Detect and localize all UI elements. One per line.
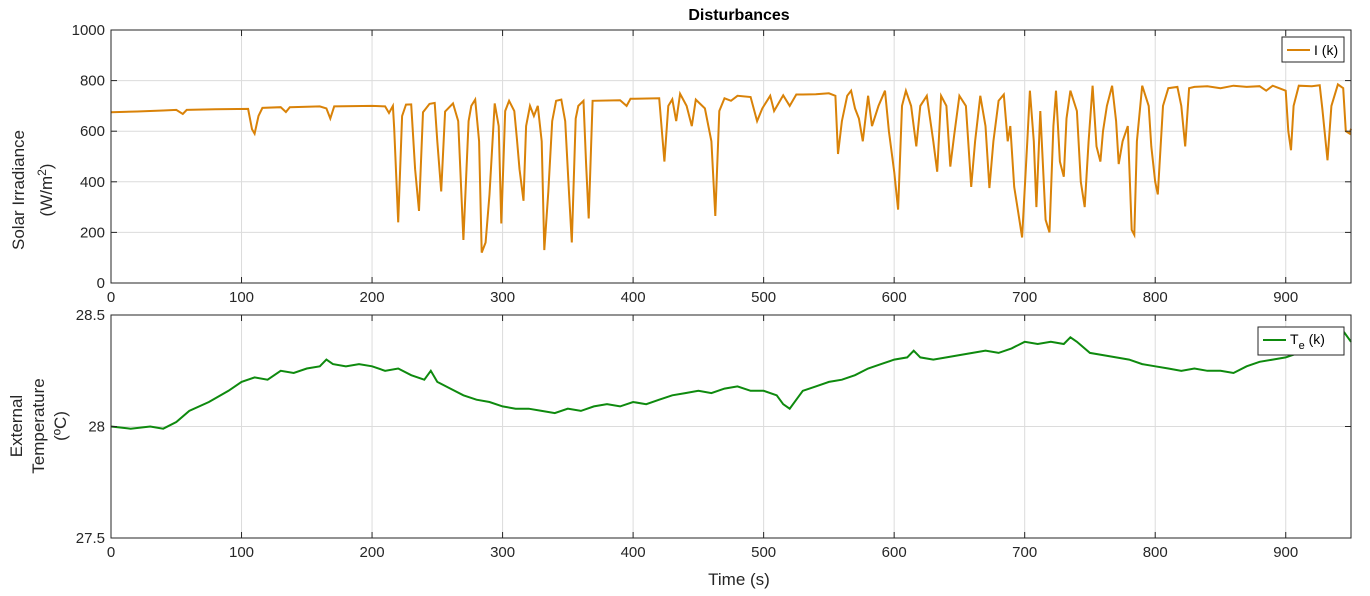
temperature-y-ticks: 27.5 28 28.5 — [76, 307, 1351, 547]
x-tick-label: 300 — [490, 544, 515, 561]
temperature-ylabel-line2: Temperature — [29, 378, 48, 473]
irradiance-series-line — [110, 82, 1352, 253]
temperature-legend-sub: e — [1299, 340, 1305, 352]
temperature-legend-end: (k) — [1305, 331, 1325, 347]
y-tick-label: 28 — [88, 419, 105, 436]
y-tick-label: 600 — [80, 123, 105, 140]
temperature-x-ticks: 0 100 200 300 400 500 600 700 800 900 — [107, 315, 1298, 561]
irradiance-panel: 0 100 200 300 400 500 600 700 800 900 0 200 400 600 8… — [9, 22, 1352, 306]
temperature-ylabel-line1: External — [7, 395, 26, 457]
x-tick-label: 700 — [1012, 289, 1037, 306]
temperature-series-line — [110, 331, 1352, 430]
x-tick-label: 900 — [1273, 289, 1298, 306]
x-tick-label: 500 — [751, 544, 776, 561]
y-tick-label: 400 — [80, 174, 105, 191]
irradiance-y-ticks: 0 200 400 600 800 1000 — [72, 22, 1351, 292]
temperature-legend-label: Te (k) — [1290, 331, 1325, 352]
x-axis-title: Time (s) — [708, 570, 770, 589]
x-tick-label: 800 — [1143, 289, 1168, 306]
y-tick-label: 1000 — [72, 22, 105, 39]
temperature-ylabel-line3: (ºC) — [51, 411, 70, 441]
chart-title: Disturbances — [688, 7, 789, 24]
irradiance-x-ticks: 0 100 200 300 400 500 600 700 800 900 — [107, 30, 1298, 306]
x-tick-label: 600 — [882, 544, 907, 561]
y-tick-label: 200 — [80, 224, 105, 241]
irradiance-legend-label: I (k) — [1314, 42, 1338, 58]
x-tick-label: 600 — [882, 289, 907, 306]
irradiance-legend: I (k) — [1281, 36, 1345, 63]
irradiance-ylabel-base: (W/m — [37, 176, 56, 217]
temperature-panel: 0 100 200 300 400 500 600 700 800 900 27.52828.5 … — [7, 307, 1352, 561]
x-tick-label: 200 — [360, 544, 385, 561]
y-tick-label: 0 — [97, 275, 105, 292]
irradiance-ylabel-sup: 2 — [35, 169, 49, 176]
x-tick-label: 900 — [1273, 544, 1298, 561]
x-tick-label: 0 — [107, 544, 115, 561]
x-tick-label: 100 — [229, 289, 254, 306]
irradiance-ylabel-line2: (W/m2) — [35, 164, 56, 217]
y-tick-label: 27.5 — [76, 530, 105, 547]
irradiance-axes-box — [110, 29, 1352, 284]
x-tick-label: 200 — [360, 289, 385, 306]
irradiance-grid — [111, 30, 1351, 283]
x-tick-label: 700 — [1012, 544, 1037, 561]
temperature-legend-base: T — [1290, 331, 1299, 347]
x-tick-label: 0 — [107, 289, 115, 306]
irradiance-ylabel-line1: Solar Irradiance — [9, 130, 28, 250]
x-tick-label: 300 — [490, 289, 515, 306]
irradiance-ylabel-end: ) — [37, 164, 56, 170]
y-tick-label: 28.5 — [76, 307, 105, 324]
x-tick-label: 100 — [229, 544, 254, 561]
temperature-grid — [111, 315, 1351, 538]
temperature-legend: Te (k) — [1257, 326, 1345, 356]
y-tick-label: 800 — [80, 73, 105, 90]
x-tick-label: 500 — [751, 289, 776, 306]
x-tick-label: 800 — [1143, 544, 1168, 561]
x-tick-label: 400 — [621, 289, 646, 306]
x-tick-label: 400 — [621, 544, 646, 561]
